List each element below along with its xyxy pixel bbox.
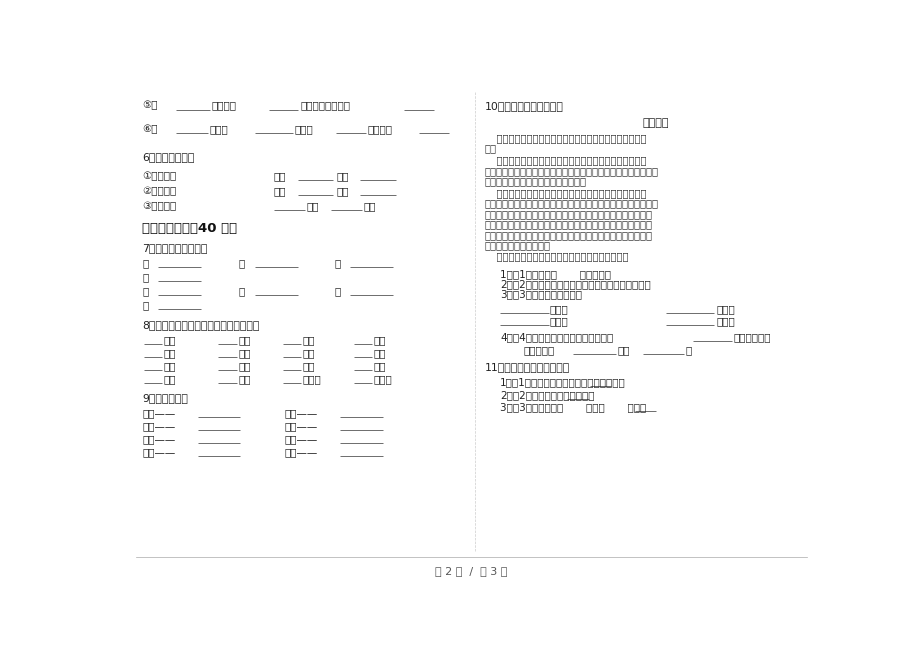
Text: 鸟: 鸟 [142,258,148,268]
Text: 孔雀: 孔雀 [164,335,176,345]
Text: 家家户户都打开了窗，让清新的空气扑了进来。碧绿的柳: 家家户户都打开了窗，让清新的空气扑了进来。碧绿的柳 [483,155,646,166]
Text: 般: 般 [142,272,148,282]
Text: 二、组词练习（40 分）: 二、组词练习（40 分） [142,222,237,235]
Text: ③博采众长: ③博采众长 [142,201,176,211]
Text: 比作: 比作 [617,344,630,355]
Text: 寻找: 寻找 [335,186,348,196]
Text: 忽然——: 忽然—— [142,408,176,419]
Text: 多么光明: 多么光明 [211,101,236,111]
Text: 蝴蝶: 蝴蝶 [238,335,251,345]
Text: 司徒: 司徒 [164,348,176,358]
Text: 心跳声: 心跳声 [294,124,313,134]
Text: 竹筐: 竹筐 [373,361,386,370]
Text: 第 2 页  /  共 3 页: 第 2 页 / 共 3 页 [435,566,507,576]
Text: 2．（2）你每天放学回家做什么: 2．（2）你每天放学回家做什么 [500,390,594,400]
Text: 雷雨过后，展现在我们眼前的是一张美丽的图画。: 雷雨过后，展现在我们眼前的是一张美丽的图画。 [483,251,629,261]
Text: 上官: 上官 [238,348,251,358]
Text: 3．（3）他高兴地说       真好玩       真好玩: 3．（3）他高兴地说 真好玩 真好玩 [500,402,645,412]
Text: ，亮晶晶的。: ，亮晶晶的。 [733,332,770,343]
Text: 。: 。 [685,344,691,355]
Text: 满意——: 满意—— [284,447,318,458]
Text: 西方: 西方 [302,348,314,358]
Text: ⑥啊: ⑥啊 [142,124,157,134]
Text: 诸葛: 诸葛 [373,348,386,358]
Text: 搬: 搬 [142,300,148,310]
Text: 1．（1）本文共有       个自然段。: 1．（1）本文共有 个自然段。 [500,268,610,279]
Text: 的空气: 的空气 [715,317,734,326]
Text: 9．写近义词。: 9．写近义词。 [142,393,187,403]
Text: 的小草: 的小草 [715,304,734,314]
Text: 竹筒: 竹筒 [164,361,176,370]
Text: 都听到了: 都听到了 [367,124,392,134]
Text: 10．阅读下文，回答问题: 10．阅读下文，回答问题 [483,101,562,111]
Text: 荷叶上滚动着几滴水珠，真像一粒粒珍珠，亮晶晶的。一: 荷叶上滚动着几滴水珠，真像一粒粒珍珠，亮晶晶的。一 [483,188,646,198]
Text: 3．（3）按短文内容填空。: 3．（3）按短文内容填空。 [500,289,582,299]
Text: 1．（1）邓小平小时候是个话波顽皮的孩子: 1．（1）邓小平小时候是个话波顽皮的孩子 [500,377,625,387]
Text: 在池塘边飞来飞去，好像在表演舞蹈。蚂蚁连忙来到地面，准备: 在池塘边飞来飞去，好像在表演舞蹈。蚂蚁连忙来到地面，准备 [483,209,652,219]
Text: 成城: 成城 [363,201,375,211]
Text: 一群: 一群 [335,171,348,181]
Text: 虹。: 虹。 [483,144,495,153]
Text: ①一台电扇: ①一台电扇 [142,171,176,181]
Text: 精: 精 [238,258,244,268]
Text: 认真: 认真 [274,186,286,196]
Text: 植: 植 [335,258,340,268]
Text: 的图画: 的图画 [550,304,568,314]
Text: 慢地从屋顶、门窗上爬下来，趴在摇篮似的网上。一只小猫正在: 慢地从屋顶、门窗上爬下来，趴在摇篮似的网上。一只小猫正在 [483,230,652,240]
Text: 2．（2）短文中雷雨后出现的昆虫、小动物有哪些？: 2．（2）短文中雷雨后出现的昆虫、小动物有哪些？ [500,280,650,289]
Text: 枝经过大雨的冲洗，变得更加绿油油的了。柔软的小草也醒过来，: 枝经过大雨的冲洗，变得更加绿油油的了。柔软的小草也醒过来， [483,166,658,176]
Text: 杜鹃: 杜鹃 [373,335,386,345]
Text: ②打开窗户: ②打开窗户 [142,186,176,196]
Text: 白马寺: 白马寺 [302,374,321,383]
Text: 倒置: 倒置 [306,201,318,211]
Text: 练习滚、扑、咬的动作。: 练习滚、扑、咬的动作。 [483,240,550,251]
Text: 7．比一比、再组词。: 7．比一比、再组词。 [142,243,208,253]
Text: 8．想一想，把不是一类的词语找出来。: 8．想一想，把不是一类的词语找出来。 [142,320,259,330]
Text: 浙江: 浙江 [238,374,251,383]
Text: 故宫: 故宫 [164,374,176,383]
Text: 11．给下面的句子加标点。: 11．给下面的句子加标点。 [483,362,569,372]
Text: 岛: 岛 [142,286,148,296]
Text: 的柳枝: 的柳枝 [550,317,568,326]
Text: 只青蛙精神抖擞地蹲在荷叶上，使劲儿歌唱。一只蜻蜓张开翅膀，: 只青蛙精神抖擞地蹲在荷叶上，使劲儿歌唱。一只蜻蜓张开翅膀， [483,199,658,209]
Text: 逐渐——: 逐渐—— [284,408,318,419]
Text: 值: 值 [335,286,340,296]
Text: 暗示——: 暗示—— [284,434,318,445]
Text: 徐徐——: 徐徐—— [284,421,318,432]
Text: 往家里搬东西。蚯蚓钻进稻田里，正在和小虫捉迷藏呢。蜘蛛慢: 往家里搬东西。蚯蚓钻进稻田里，正在和小虫捉迷藏呢。蜘蛛慢 [483,220,652,229]
Text: 这一句话把: 这一句话把 [523,344,554,355]
Text: 日月潭: 日月潭 [373,374,392,383]
Text: 一把: 一把 [274,171,286,181]
Text: 呼吸声: 呼吸声 [209,124,228,134]
Text: 多么美丽的世界呀: 多么美丽的世界呀 [300,101,350,111]
Text: 铁钉: 铁钉 [302,361,314,370]
Text: ⑤啊: ⑤啊 [142,101,157,111]
Text: 雷雨过后: 雷雨过后 [641,118,668,128]
Text: 雷雨过后，太阳又露出了笑脸。天边出现了一道美丽的彩: 雷雨过后，太阳又露出了笑脸。天边出现了一道美丽的彩 [483,133,646,143]
Text: 6．词语袋袋裤。: 6．词语袋袋裤。 [142,152,194,162]
Text: 4．（4）荷叶上滚动着几滴水珠，真像: 4．（4）荷叶上滚动着几滴水珠，真像 [500,332,613,343]
Text: 湔露——: 湔露—— [142,447,176,458]
Text: 喧闹——: 喧闹—— [142,434,176,445]
Text: 点着头淋洒下水滴，感谢阳光的照晒。: 点着头淋洒下水滴，感谢阳光的照晒。 [483,177,585,187]
Text: 海鸥: 海鸥 [302,335,314,345]
Text: 立刻——: 立刻—— [142,421,176,432]
Text: 竹篮: 竹篮 [238,361,251,370]
Text: 晰: 晰 [238,286,244,296]
